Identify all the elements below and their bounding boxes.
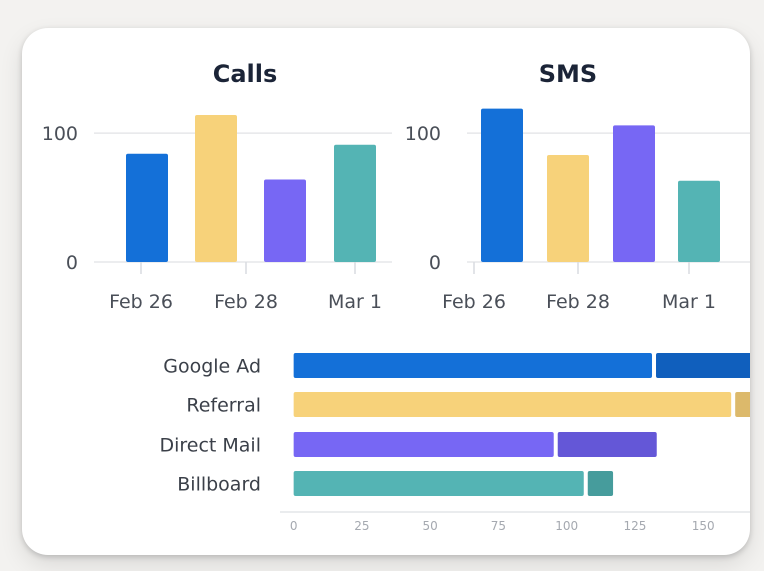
bar (481, 108, 523, 262)
hbar-segment (735, 392, 750, 417)
hbar-segment (557, 432, 657, 457)
hbar-segment (293, 392, 732, 417)
x-tick-label: 125 (623, 519, 646, 533)
x-tick-label: Feb 26 (109, 291, 173, 313)
x-tick-label: Feb 28 (214, 291, 278, 313)
x-tick-label: 100 (555, 519, 578, 533)
bar (547, 155, 589, 262)
hbar-segment (293, 432, 554, 457)
x-tick-label: 75 (491, 519, 506, 533)
bar (613, 125, 655, 262)
charts-canvas: Calls 0 100 Feb 26 Feb 28 Mar 1 SMS 0 100 Feb 26 F… (42, 60, 750, 533)
bar (126, 153, 168, 262)
chart-title: Calls (213, 60, 278, 88)
bar (678, 180, 720, 262)
bar (334, 144, 376, 262)
hbar-segment (293, 471, 584, 496)
x-tick-label: 50 (423, 519, 438, 533)
category-label: Referral (186, 395, 261, 417)
hbar-segment (587, 471, 614, 496)
x-tick-label: Mar 1 (328, 291, 382, 313)
bar-chart-calls: Calls 0 100 Feb 26 Feb 28 Mar 1 (42, 60, 392, 313)
x-tick-label: Feb 28 (546, 291, 610, 313)
bar (195, 115, 237, 262)
category-label: Direct Mail (159, 435, 261, 457)
y-tick-label: 100 (42, 123, 78, 145)
bar (264, 179, 306, 262)
category-label: Google Ad (163, 356, 261, 378)
chart-title: SMS (539, 60, 597, 88)
y-tick-label: 0 (66, 252, 78, 274)
hbar-segment (656, 353, 750, 378)
dashboard-card: Calls 0 100 Feb 26 Feb 28 Mar 1 SMS 0 100 Feb 26 F… (22, 28, 750, 555)
x-tick-label: 0 (290, 519, 298, 533)
category-label: Billboard (177, 474, 261, 496)
x-tick-label: 150 (692, 519, 715, 533)
hbar-segment (293, 353, 653, 378)
x-tick-label: 25 (354, 519, 369, 533)
x-tick-label: Mar 1 (662, 291, 716, 313)
horizontal-bar-chart: Google Ad Referral Direct Mail Billboard 0 25… (159, 353, 750, 533)
x-tick-label: Feb 26 (442, 291, 506, 313)
y-tick-label: 100 (405, 123, 441, 145)
bar-chart-sms: SMS 0 100 Feb 26 Feb 28 Mar 1 (405, 60, 750, 313)
y-tick-label: 0 (429, 252, 441, 274)
